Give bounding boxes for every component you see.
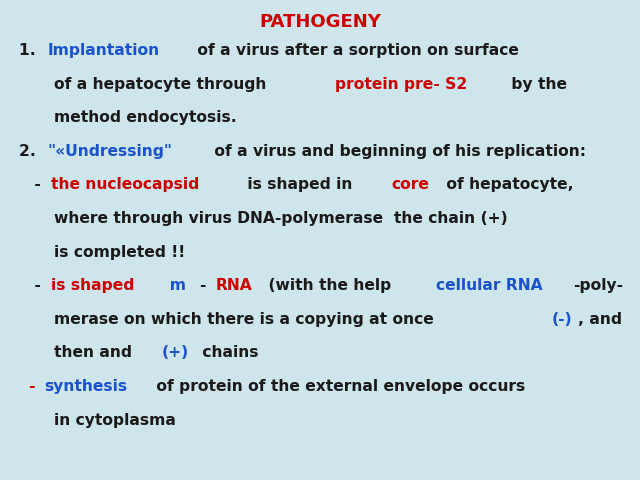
Text: PATHOGENY: PATHOGENY [259,12,381,31]
Text: chains: chains [197,345,259,360]
Text: m: m [159,278,191,293]
Text: -: - [29,379,41,394]
Text: cellular RNA: cellular RNA [436,278,542,293]
Text: -: - [29,177,46,192]
Text: Implantation: Implantation [48,43,160,58]
Text: is shaped: is shaped [51,278,134,293]
Text: 2.: 2. [19,144,42,159]
Text: RNA: RNA [216,278,253,293]
Text: where through virus DNA-polymerase  the chain (+): where through virus DNA-polymerase the c… [54,211,508,226]
Text: of a hepatocyte through: of a hepatocyte through [54,76,272,92]
Text: (-): (-) [551,312,572,327]
Text: 1.: 1. [19,43,42,58]
Text: -: - [29,278,46,293]
Text: of hepatocyte,: of hepatocyte, [440,177,573,192]
Text: the nucleocapsid: the nucleocapsid [51,177,199,192]
Text: "«Undressing": "«Undressing" [48,144,173,159]
Text: method endocytosis.: method endocytosis. [54,110,237,125]
Text: -poly-: -poly- [573,278,623,293]
Text: is completed !!: is completed !! [54,244,186,260]
Text: by the: by the [506,76,567,92]
Text: is shaped in: is shaped in [243,177,358,192]
Text: (+): (+) [162,345,189,360]
Text: merase on which there is a copying at once: merase on which there is a copying at on… [54,312,440,327]
Text: , and: , and [578,312,622,327]
Text: then and: then and [54,345,138,360]
Text: core: core [392,177,429,192]
Text: -: - [200,278,212,293]
Text: (with the help: (with the help [263,278,397,293]
Text: of a virus and beginning of his replication:: of a virus and beginning of his replicat… [209,144,586,159]
Text: of protein of the external envelope occurs: of protein of the external envelope occu… [152,379,525,394]
Text: synthesis: synthesis [44,379,127,394]
Text: of a virus after a sorption on surface: of a virus after a sorption on surface [193,43,519,58]
Text: protein pre- S2: protein pre- S2 [335,76,468,92]
Text: in cytoplasma: in cytoplasma [54,412,176,428]
